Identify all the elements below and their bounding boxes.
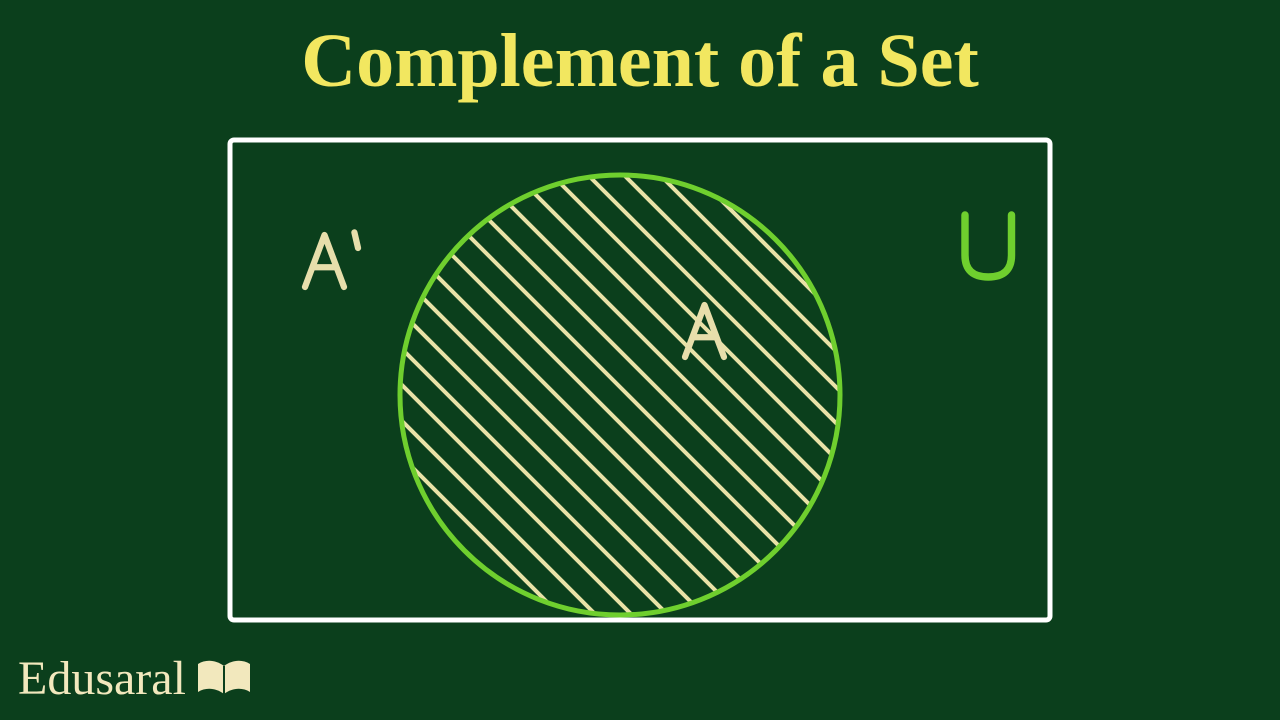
- brand-text: Edusaral: [18, 651, 186, 706]
- slide-canvas: Complement of a Set Edusaral: [0, 0, 1280, 720]
- label-a-prime: [305, 232, 358, 287]
- book-icon: [196, 658, 252, 700]
- label-u: [965, 215, 1012, 277]
- set-a-hatching: [380, 0, 860, 720]
- universal-set-rect: [230, 140, 1050, 620]
- venn-diagram: [0, 0, 1280, 720]
- brand: Edusaral: [18, 651, 252, 706]
